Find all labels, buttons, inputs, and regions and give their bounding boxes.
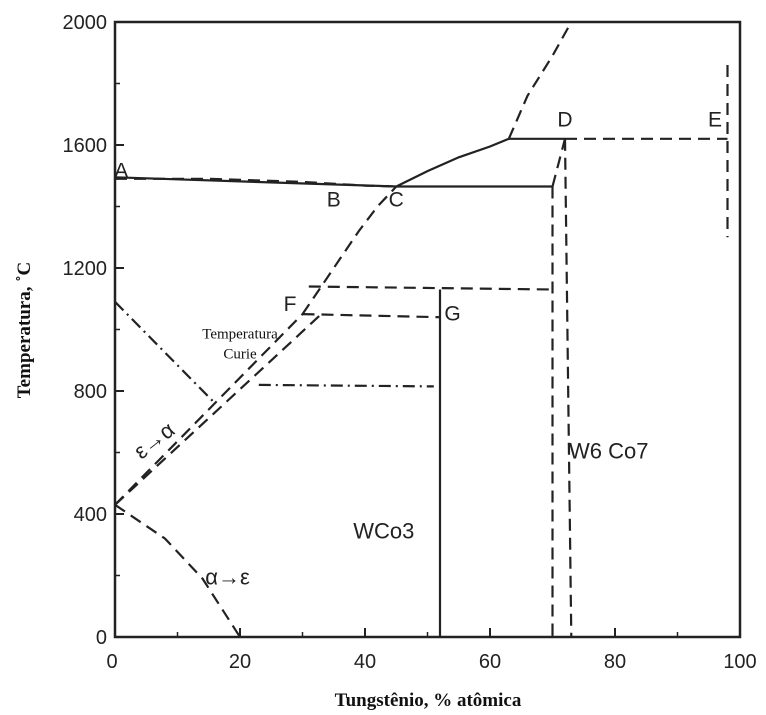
x-tick-label: 0 <box>106 651 117 673</box>
transformation-label: α→ε <box>205 565 250 590</box>
point-label-f: F <box>284 293 297 316</box>
y-tick-label: 2000 <box>63 12 108 34</box>
point-label-c: C <box>389 189 404 212</box>
curie-temperature-label: Temperatura <box>202 327 278 343</box>
phase-label: WCo3 <box>353 519 414 544</box>
phase-boundary-dashed <box>114 313 323 506</box>
point-label-a: A <box>114 159 128 182</box>
phase-boundary-dashdot <box>258 383 434 388</box>
x-axis-title: Tungstênio, % atômica <box>335 690 522 711</box>
phase-label: W6 Co7 <box>569 439 648 464</box>
point-label-g: G <box>444 302 460 325</box>
x-tick-label: 60 <box>479 651 501 673</box>
x-tick-label: 100 <box>723 651 756 673</box>
point-label-d: D <box>557 109 572 132</box>
x-axis-ticks: 0 20 40 60 80 100 <box>106 628 757 673</box>
y-tick-label: 1200 <box>63 258 108 280</box>
y-tick-label: 0 <box>96 627 107 649</box>
phase-boundary-dashed <box>302 313 441 319</box>
y-tick-label: 400 <box>74 504 107 526</box>
x-tick-label: 20 <box>229 651 251 673</box>
point-label-e: E <box>708 109 722 132</box>
curie-temperature-label: Curie <box>223 347 257 363</box>
x-tick-label: 80 <box>604 651 626 673</box>
phase-boundary-solid <box>395 137 510 188</box>
phase-boundary-dashed <box>308 285 553 291</box>
phase-boundary-dashed <box>563 138 573 638</box>
y-axis-ticks: 0 400 800 1200 1600 2000 <box>63 12 124 649</box>
x-tick-label: 40 <box>354 651 376 673</box>
phase-boundary-dashed <box>507 21 573 140</box>
y-tick-label: 800 <box>74 381 107 403</box>
phase-boundary-dashed <box>114 503 241 638</box>
phase-boundary-dashed <box>115 177 397 188</box>
phase-boundary-dashed <box>551 138 567 187</box>
y-tick-label: 1600 <box>63 135 108 157</box>
phase-boundary-dashed <box>114 313 304 506</box>
y-axis-title: Temperatura, ˚C <box>14 262 35 399</box>
phase-boundary-lines <box>114 21 729 638</box>
point-label-b: B <box>327 189 341 212</box>
phase-boundary-dashed <box>301 185 398 315</box>
